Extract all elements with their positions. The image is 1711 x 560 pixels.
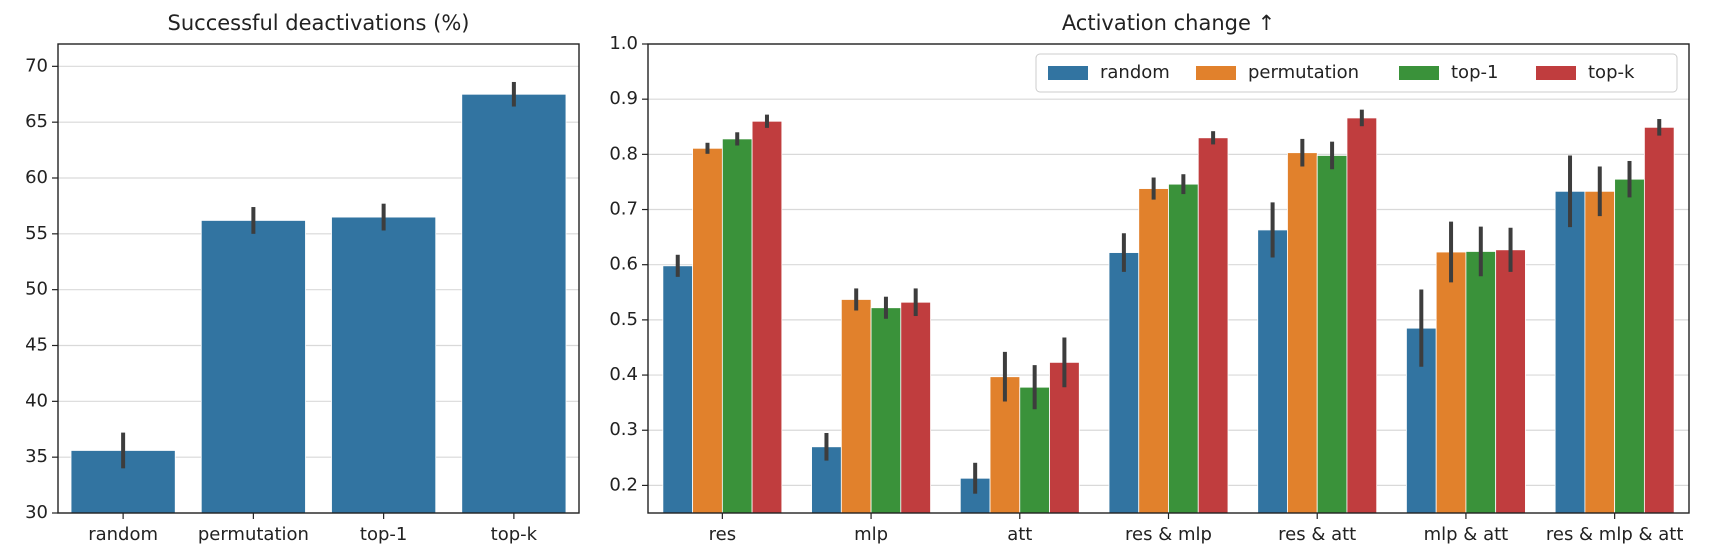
bar (1435, 251, 1467, 514)
bar (840, 299, 872, 514)
x-tick-label: top-1 (360, 524, 407, 545)
y-tick-label: 45 (25, 335, 48, 356)
bar (1643, 126, 1675, 514)
bar (1257, 229, 1288, 514)
bar (721, 138, 753, 514)
legend-label: top-1 (1451, 62, 1498, 83)
y-tick-label: 0.7 (609, 199, 638, 220)
bar (900, 301, 931, 514)
y-tick-label: 0.2 (609, 474, 638, 495)
legend-label: random (1100, 62, 1170, 83)
legend-label: top-k (1588, 62, 1635, 83)
y-tick-label: 1.0 (609, 33, 638, 54)
x-tick-label: res & mlp (1125, 524, 1212, 545)
y-tick-label: 35 (25, 446, 48, 467)
bar (461, 93, 567, 514)
x-tick-label: res (709, 524, 736, 545)
bar (870, 307, 902, 514)
bar (1346, 117, 1378, 514)
plot-frame (57, 43, 580, 514)
chart-title: Activation change ↑ (1062, 11, 1275, 35)
y-tick-label: 0.4 (609, 364, 638, 385)
x-tick-label: mlp (854, 524, 888, 545)
bar (1495, 249, 1526, 514)
legend-swatch (1536, 66, 1576, 80)
x-tick-label: mlp & att (1424, 524, 1509, 545)
bar (1287, 152, 1318, 514)
bar (1465, 251, 1497, 514)
x-tick-label: permutation (198, 524, 309, 545)
legend-swatch (1399, 66, 1439, 80)
bar (751, 120, 783, 514)
bar (692, 147, 723, 514)
bar (1554, 190, 1586, 514)
bar (1108, 252, 1140, 514)
bar (331, 216, 437, 514)
legend-swatch (1048, 66, 1088, 80)
bar (1614, 178, 1645, 514)
x-tick-label: att (1007, 524, 1032, 545)
x-tick-label: random (88, 524, 158, 545)
plot-frame (647, 43, 1690, 514)
y-tick-label: 0.8 (609, 143, 638, 164)
y-tick-label: 65 (25, 111, 48, 132)
legend-swatch (1196, 66, 1236, 80)
y-tick-label: 0.9 (609, 88, 638, 109)
y-tick-label: 0.6 (609, 254, 638, 275)
y-tick-label: 60 (25, 167, 48, 188)
bar (1316, 155, 1348, 514)
y-tick-label: 40 (25, 390, 48, 411)
bar (1168, 183, 1199, 514)
y-tick-label: 0.5 (609, 309, 638, 330)
y-tick-label: 0.3 (609, 419, 638, 440)
x-tick-label: top-k (491, 524, 538, 545)
bar (1138, 188, 1169, 514)
bar (200, 220, 306, 514)
bar (1049, 361, 1080, 514)
legend-box (1035, 53, 1678, 93)
chart-title: Successful deactivations (%) (168, 11, 470, 35)
y-tick-label: 70 (25, 55, 48, 76)
x-tick-label: res & att (1278, 524, 1356, 545)
y-tick-label: 55 (25, 223, 48, 244)
bar (662, 265, 694, 514)
y-tick-label: 30 (25, 502, 48, 523)
x-tick-label: res & mlp & att (1546, 524, 1684, 545)
y-tick-label: 50 (25, 279, 48, 300)
bar (1584, 190, 1616, 514)
legend-label: permutation (1248, 62, 1359, 83)
bar (1197, 137, 1229, 514)
